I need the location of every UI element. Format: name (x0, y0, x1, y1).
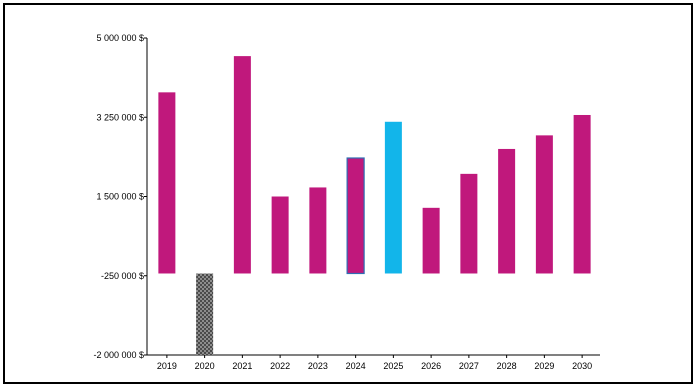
x-tick-label: 2019 (157, 361, 177, 371)
x-tick-label: 2027 (459, 361, 479, 371)
y-tick-label: 1 500 000 $ (96, 192, 144, 202)
bar-2026 (422, 207, 440, 274)
x-tick-label: 2028 (497, 361, 517, 371)
chart-border (3, 3, 693, 384)
bar-2028 (498, 148, 516, 274)
y-tick-label: 3 250 000 $ (96, 112, 144, 122)
y-tick-label: 5 000 000 $ (96, 33, 144, 43)
bar-2022 (271, 196, 289, 274)
bar-2024 (346, 157, 365, 275)
bar-2021 (233, 56, 251, 274)
x-tick-label: 2026 (421, 361, 441, 371)
x-tick-label: 2021 (232, 361, 252, 371)
bars (158, 56, 591, 355)
bar-2023 (309, 187, 327, 274)
x-tick-label: 2022 (270, 361, 290, 371)
y-tick-label: -2 000 000 $ (93, 350, 144, 360)
bar-2019 (158, 92, 176, 274)
bar-2027 (460, 173, 478, 274)
y-axis: 5 000 000 $ 3 250 000 $ 1 500 000 $ -250 00… (93, 33, 148, 360)
x-tick-label: 2023 (308, 361, 328, 371)
x-tick-label: 2030 (572, 361, 592, 371)
bar-2025 (384, 121, 402, 274)
x-tick-label: 2025 (383, 361, 403, 371)
x-tick-label: 2024 (346, 361, 366, 371)
bar-2030 (573, 114, 591, 274)
x-tick-label: 2029 (534, 361, 554, 371)
x-axis: 2019 2020 2021 2022 2023 2024 2025 2026 2027 2028… (147, 354, 600, 371)
x-tick-label: 2020 (195, 361, 215, 371)
y-tick-label: -250 000 $ (101, 271, 144, 281)
bar-2029 (535, 135, 553, 274)
bar-2020 (196, 273, 214, 355)
